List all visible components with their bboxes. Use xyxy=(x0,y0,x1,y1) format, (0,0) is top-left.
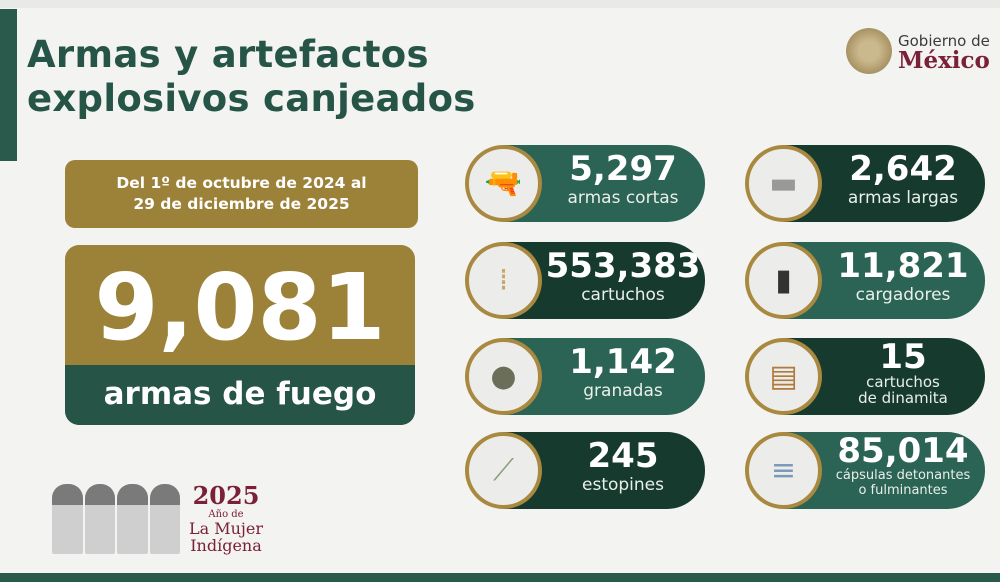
indigenous-women-illustration xyxy=(52,478,180,554)
stat-item: ⁞ 553,383 cartuchos xyxy=(465,242,705,319)
stat-label-2: de dinamita xyxy=(858,389,948,407)
grenade-icon: ● xyxy=(465,338,542,415)
logo-text-bottom: México xyxy=(898,47,990,74)
stat-label: armas largas xyxy=(847,188,959,208)
stat-value: 85,014 xyxy=(837,431,969,471)
top-strip xyxy=(0,0,1000,8)
stat-value: 5,297 xyxy=(569,149,677,189)
date-range-box: Del 1º de octubre de 2024 al 29 de dicie… xyxy=(65,160,418,228)
stat-value: 2,642 xyxy=(849,149,957,189)
total-box: 9,081 armas de fuego xyxy=(65,245,415,425)
date-line-2: 29 de diciembre de 2025 xyxy=(133,195,350,213)
stat-item: ▮ 11,821 cargadores xyxy=(745,242,985,319)
pistol-icon: 🔫 xyxy=(465,145,542,222)
stat-value: 11,821 xyxy=(837,246,969,286)
stat-item: ▬ 2,642 armas largas xyxy=(745,145,985,222)
year-badge: 2025 Año de La Mujer Indígena xyxy=(186,481,266,555)
magazine-icon: ▮ xyxy=(745,242,822,319)
stat-label-2: o fulminantes xyxy=(858,483,948,498)
stat-item: ≡ 85,014 cápsulas detonantes o fulminant… xyxy=(745,432,985,509)
dynamite-icon: ▤ xyxy=(745,338,822,415)
stat-label: cargadores xyxy=(855,285,951,305)
stat-label: cápsulas detonantes xyxy=(835,468,971,483)
stat-label: cartuchos xyxy=(581,285,665,305)
year-number: 2025 xyxy=(192,481,260,510)
year-line-2: La Mujer xyxy=(188,519,263,538)
stat-item: ⟋ 245 estopines xyxy=(465,432,705,509)
bottom-bar xyxy=(0,573,1000,582)
title-line-2: explosivos canjeados xyxy=(27,77,476,120)
total-value: 9,081 xyxy=(94,254,386,361)
stat-value: 553,383 xyxy=(545,246,701,286)
date-line-1: Del 1º de octubre de 2024 al xyxy=(116,174,367,192)
stat-item: ▤ 15 cartuchos de dinamita xyxy=(745,338,985,415)
stat-label: cartuchos xyxy=(866,373,940,391)
stat-item: 🔫 5,297 armas cortas xyxy=(465,145,705,222)
page-title: Armas y artefactos explosivos canjeados xyxy=(27,33,476,121)
stat-label: armas cortas xyxy=(567,188,679,208)
accent-bar xyxy=(0,9,17,161)
year-line-3: Indígena xyxy=(190,536,262,555)
stat-label: estopines xyxy=(582,475,664,495)
stat-pill: 11,821 cargadores xyxy=(783,242,985,319)
national-emblem-icon xyxy=(846,28,892,74)
fuse-icon: ⟋ xyxy=(465,432,542,509)
gobierno-de-mexico-logo: Gobierno de México xyxy=(846,28,990,74)
stat-pill: 245 estopines xyxy=(503,432,705,509)
stat-item: ● 1,142 granadas xyxy=(465,338,705,415)
bullets-icon: ⁞ xyxy=(465,242,542,319)
rifle-icon: ▬ xyxy=(745,145,822,222)
year-line-1: Año de xyxy=(208,509,244,520)
stat-value: 245 xyxy=(587,436,659,476)
title-line-1: Armas y artefactos xyxy=(27,33,429,76)
total-label: armas de fuego xyxy=(65,365,415,425)
logo-text-top: Gobierno de xyxy=(898,32,990,50)
stat-label: granadas xyxy=(583,381,663,401)
detonator-caps-icon: ≡ xyxy=(745,432,822,509)
stat-value: 1,142 xyxy=(569,342,677,382)
stat-value: 15 xyxy=(879,337,927,377)
stat-pill: 15 cartuchos de dinamita xyxy=(783,338,985,415)
